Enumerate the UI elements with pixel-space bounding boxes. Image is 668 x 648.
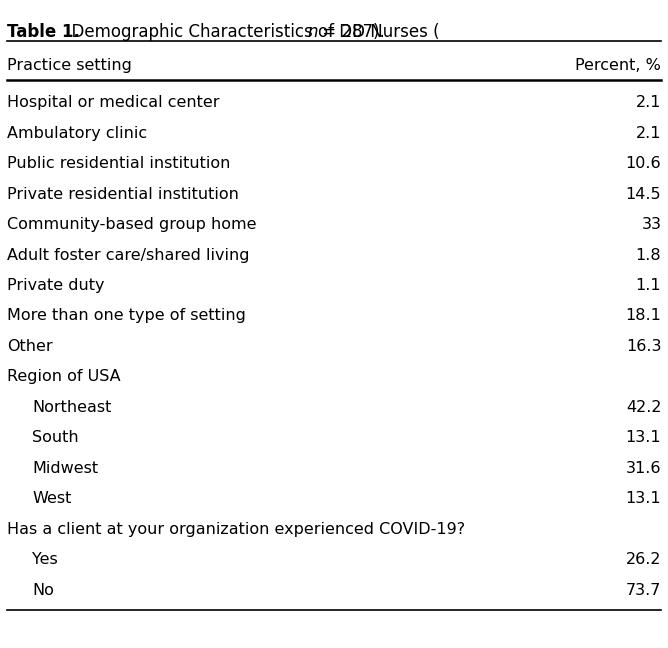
Text: More than one type of setting: More than one type of setting bbox=[7, 308, 246, 323]
Text: 73.7: 73.7 bbox=[626, 583, 661, 597]
Text: Midwest: Midwest bbox=[32, 461, 98, 476]
Text: Private duty: Private duty bbox=[7, 278, 104, 293]
Text: 33: 33 bbox=[641, 217, 661, 232]
Text: 10.6: 10.6 bbox=[626, 156, 661, 171]
Text: West: West bbox=[32, 491, 71, 506]
Text: Northeast: Northeast bbox=[32, 400, 112, 415]
Text: Practice setting: Practice setting bbox=[7, 58, 132, 73]
Text: Region of USA: Region of USA bbox=[7, 369, 120, 384]
Text: 14.5: 14.5 bbox=[626, 187, 661, 202]
Text: Has a client at your organization experienced COVID-19?: Has a client at your organization experi… bbox=[7, 522, 465, 537]
Text: 2.1: 2.1 bbox=[636, 95, 661, 110]
Text: 31.6: 31.6 bbox=[626, 461, 661, 476]
Text: Demographic Characteristics of DD Nurses (: Demographic Characteristics of DD Nurses… bbox=[61, 23, 440, 41]
Text: Table 1.: Table 1. bbox=[7, 23, 79, 41]
Text: Other: Other bbox=[7, 339, 52, 354]
Text: 2.1: 2.1 bbox=[636, 126, 661, 141]
Text: Percent, %: Percent, % bbox=[575, 58, 661, 73]
Text: n: n bbox=[307, 23, 318, 41]
Text: Private residential institution: Private residential institution bbox=[7, 187, 238, 202]
Text: 18.1: 18.1 bbox=[625, 308, 661, 323]
Text: 16.3: 16.3 bbox=[626, 339, 661, 354]
Text: Ambulatory clinic: Ambulatory clinic bbox=[7, 126, 147, 141]
Text: Public residential institution: Public residential institution bbox=[7, 156, 230, 171]
Text: 13.1: 13.1 bbox=[626, 430, 661, 445]
Text: Yes: Yes bbox=[32, 552, 58, 567]
Text: 26.2: 26.2 bbox=[626, 552, 661, 567]
Text: 1.8: 1.8 bbox=[636, 248, 661, 262]
Text: Adult foster care/shared living: Adult foster care/shared living bbox=[7, 248, 249, 262]
Text: Hospital or medical center: Hospital or medical center bbox=[7, 95, 219, 110]
Text: 1.1: 1.1 bbox=[636, 278, 661, 293]
Text: = 287).: = 287). bbox=[317, 23, 384, 41]
Text: Community-based group home: Community-based group home bbox=[7, 217, 257, 232]
Text: 13.1: 13.1 bbox=[626, 491, 661, 506]
Text: South: South bbox=[32, 430, 79, 445]
Text: 42.2: 42.2 bbox=[626, 400, 661, 415]
Text: No: No bbox=[32, 583, 54, 597]
